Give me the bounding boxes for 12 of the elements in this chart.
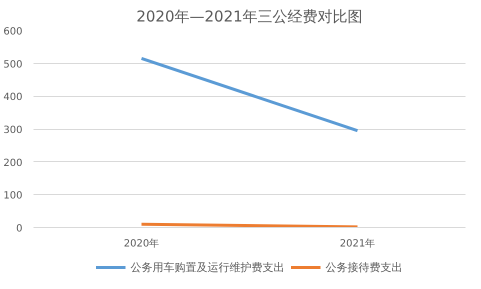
y-tick-label: 400: [3, 92, 23, 104]
legend-label: 公务用车购置及运行维护费支出: [130, 260, 284, 274]
y-tick-label: 0: [16, 224, 23, 234]
y-tick-label: 300: [3, 125, 23, 136]
legend-label: 公务接待费支出: [326, 260, 402, 274]
x-tick-label: 2020年: [124, 238, 160, 250]
chart-title: 2020年—2021年三公经费对比图: [136, 8, 363, 26]
y-tick-label: 100: [3, 190, 23, 202]
y-tick-label: 200: [3, 158, 23, 169]
y-tick-label: 600: [3, 26, 23, 38]
x-tick-label: 2021年: [340, 238, 376, 250]
y-tick-label: 500: [3, 59, 23, 70]
